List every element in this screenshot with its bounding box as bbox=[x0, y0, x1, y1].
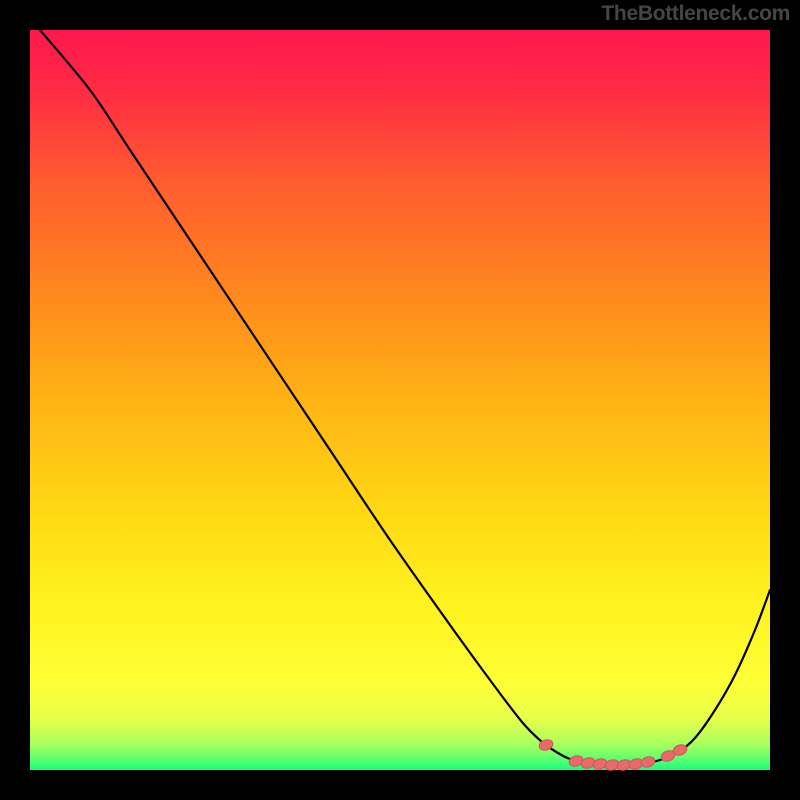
chart-container: { "watermark": { "text": "TheBottleneck.… bbox=[0, 0, 800, 800]
watermark-text: TheBottleneck.com bbox=[601, 2, 790, 26]
gradient-background bbox=[30, 30, 770, 770]
bottleneck-chart bbox=[0, 0, 800, 800]
